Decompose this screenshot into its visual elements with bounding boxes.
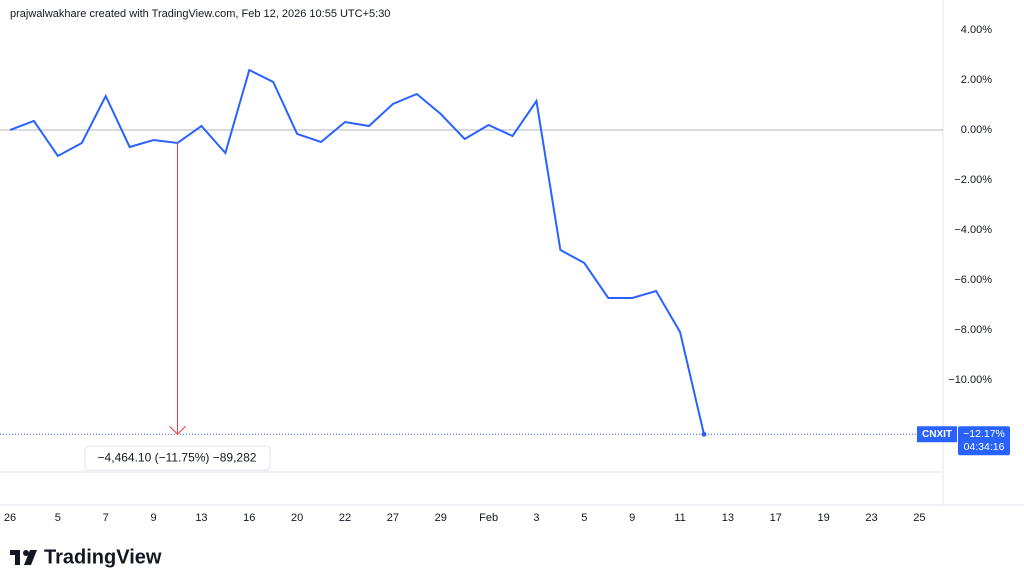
x-tick-label: 25 bbox=[913, 512, 925, 524]
header: prajwalwakhare created with TradingView.… bbox=[10, 8, 390, 20]
logo-icon bbox=[23, 550, 29, 556]
logo-icon bbox=[24, 550, 37, 565]
logo: TradingView bbox=[10, 546, 162, 568]
logo-icon bbox=[15, 550, 20, 565]
price-box bbox=[958, 426, 1010, 456]
last-point bbox=[701, 431, 707, 437]
y-tick-label: −10.00% bbox=[948, 374, 992, 386]
y-tick-label: 2.00% bbox=[961, 74, 992, 86]
x-tick-label: 9 bbox=[151, 512, 157, 524]
x-tick-label: 3 bbox=[533, 512, 539, 524]
measure-box bbox=[84, 445, 271, 471]
x-tick-label: 9 bbox=[629, 512, 635, 524]
x-tick-label: 29 bbox=[435, 512, 447, 524]
symbol-label: CNXIT bbox=[922, 429, 952, 440]
x-tick-label: 5 bbox=[55, 512, 61, 524]
y-tick-label: −6.00% bbox=[954, 274, 992, 286]
x-tick-label: 27 bbox=[387, 512, 399, 524]
x-tick-label: 17 bbox=[770, 512, 782, 524]
x-tick-label: 26 bbox=[4, 512, 16, 524]
countdown: 04:34:16 bbox=[964, 441, 1005, 453]
x-tick-label: 23 bbox=[865, 512, 877, 524]
x-tick-label: 19 bbox=[817, 512, 829, 524]
x-tick-label: Feb bbox=[479, 512, 498, 524]
x-tick-label: 13 bbox=[722, 512, 734, 524]
x-tick-label: 13 bbox=[195, 512, 207, 524]
x-tick-label: 22 bbox=[339, 512, 351, 524]
y-tick-label: 4.00% bbox=[961, 24, 992, 36]
y-tick-label: 0.00% bbox=[961, 124, 992, 136]
x-tick-label: 7 bbox=[103, 512, 109, 524]
logo-text: TradingView bbox=[44, 546, 162, 568]
x-tick-label: 20 bbox=[291, 512, 303, 524]
y-tick-label: −2.00% bbox=[954, 174, 992, 186]
measure-label: −4,464.10 (−11.75%) −89,282 bbox=[98, 450, 257, 464]
price-label: −12.17% bbox=[963, 428, 1005, 440]
symbol-box bbox=[917, 426, 957, 443]
y-tick-label: −8.00% bbox=[954, 324, 992, 336]
y-tick-label: −4.00% bbox=[954, 224, 992, 236]
measure-arrowhead bbox=[169, 425, 186, 435]
line bbox=[9, 68, 705, 435]
x-tick-label: 11 bbox=[674, 512, 685, 524]
x-tick-label: 16 bbox=[243, 512, 255, 524]
x-tick-label: 5 bbox=[581, 512, 587, 524]
